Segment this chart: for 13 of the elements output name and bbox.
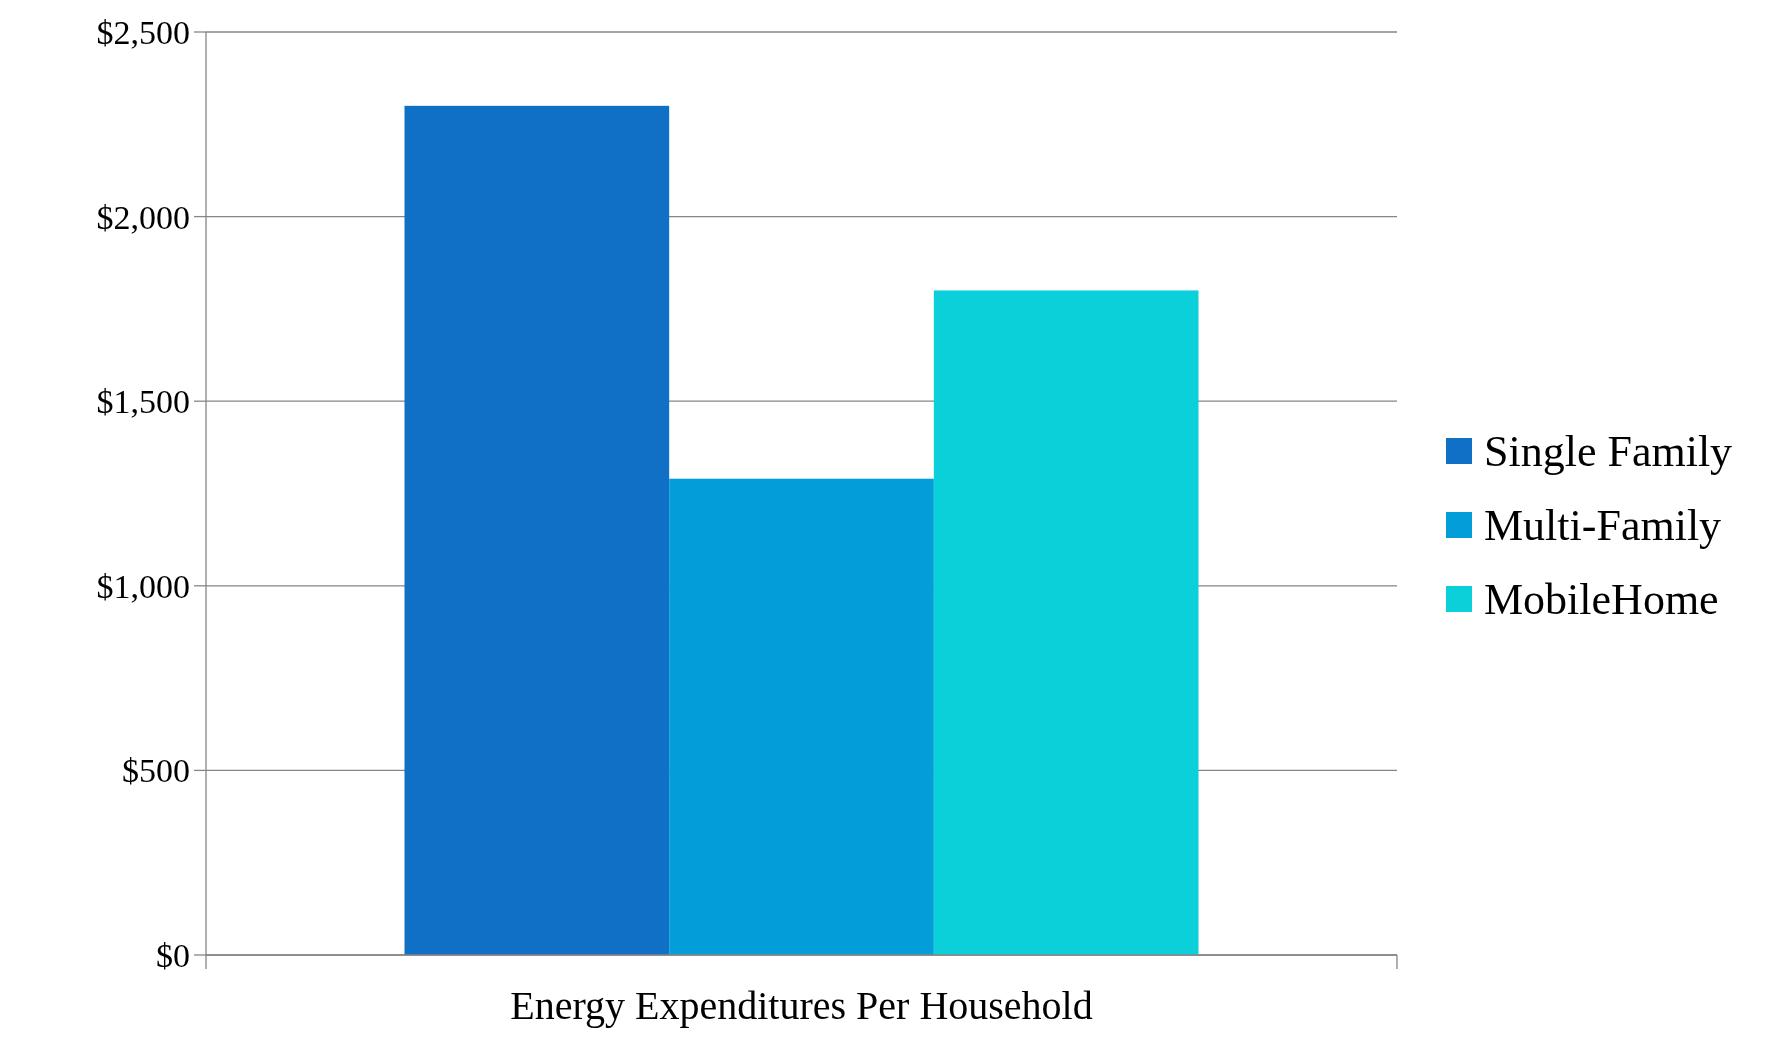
x-tick-label: Energy Expenditures Per Household — [510, 983, 1093, 1028]
y-tick-label: $0 — [156, 936, 190, 974]
y-tick-label: $2,500 — [96, 13, 190, 51]
legend-label: Multi-Family — [1484, 501, 1722, 551]
y-tick-label: $500 — [122, 752, 190, 790]
bar — [669, 478, 934, 955]
bar — [404, 105, 670, 955]
bar — [933, 290, 1199, 955]
legend-label: MobileHome — [1484, 575, 1719, 625]
y-tick-label: $1,000 — [96, 567, 190, 605]
y-tick-label: $1,500 — [96, 383, 190, 421]
y-tick-label: $2,000 — [96, 198, 190, 236]
legend-label: Single Family — [1484, 427, 1733, 477]
